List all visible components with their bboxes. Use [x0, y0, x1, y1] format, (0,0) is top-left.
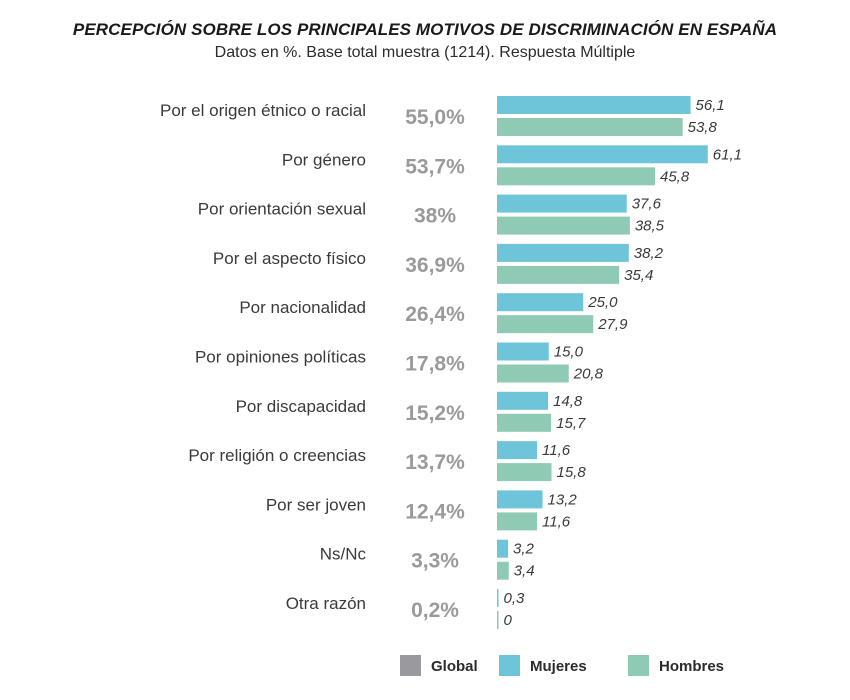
- global-value-label: 53,7%: [405, 155, 465, 178]
- bar-value-label: 15,7: [556, 415, 586, 432]
- global-value-label: 17,8%: [405, 353, 465, 376]
- category-label: Por nacionalidad: [239, 298, 366, 317]
- bar-mujeres: [497, 243, 629, 262]
- global-value-label: 26,4%: [405, 303, 465, 326]
- bar-value-label: 11,6: [542, 513, 571, 530]
- legend-swatch: [628, 655, 649, 676]
- bar-value-label: 0,3: [504, 590, 526, 607]
- legend-label: Global: [431, 658, 478, 675]
- bar-hombres: [497, 611, 499, 629]
- global-value-label: 0,2%: [411, 599, 459, 622]
- bar-value-label: 3,4: [514, 563, 535, 580]
- global-value-label: 38%: [414, 205, 456, 228]
- legend-swatch: [400, 655, 421, 676]
- bar-mujeres: [497, 441, 538, 460]
- chart-subtitle: Datos en %. Base total muestra (1214). R…: [214, 44, 636, 61]
- bar-mujeres: [497, 96, 691, 114]
- bar-value-label: 53,8: [688, 119, 718, 136]
- bar-hombres: [497, 167, 656, 186]
- bar-mujeres: [497, 391, 549, 410]
- global-value-label: 15,2%: [405, 402, 465, 425]
- bar-hombres: [497, 364, 569, 383]
- category-label: Por ser joven: [266, 495, 366, 514]
- bar-value-label: 38,2: [634, 245, 664, 262]
- bar-mujeres: [497, 194, 627, 213]
- bar-hombres: [497, 216, 630, 235]
- bar-mujeres: [497, 145, 708, 164]
- bar-mujeres: [497, 589, 499, 607]
- category-label: Por el origen étnico o racial: [160, 101, 366, 120]
- legend-label: Mujeres: [530, 658, 587, 675]
- bar-value-label: 37,6: [632, 196, 662, 213]
- global-value-label: 3,3%: [411, 550, 459, 573]
- legend-label: Hombres: [659, 658, 724, 675]
- bar-hombres: [497, 561, 509, 580]
- bar-value-label: 27,9: [597, 316, 628, 333]
- bar-value-label: 14,8: [553, 393, 583, 410]
- bar-value-label: 3,2: [513, 541, 535, 558]
- category-label: Por opiniones políticas: [195, 348, 366, 367]
- category-label: Por el aspecto físico: [213, 249, 366, 268]
- bar-mujeres: [497, 490, 543, 509]
- bar-hombres: [497, 315, 594, 334]
- bar-hombres: [497, 118, 683, 136]
- bar-value-label: 61,1: [713, 146, 742, 163]
- bar-value-label: 35,4: [624, 267, 653, 284]
- global-value-label: 55,0%: [405, 106, 465, 129]
- bar-value-label: 15,0: [554, 344, 584, 361]
- category-label: Otra razón: [286, 594, 366, 613]
- bar-value-label: 11,6: [542, 442, 571, 459]
- bar-value-label: 15,8: [557, 464, 587, 481]
- bar-value-label: 45,8: [660, 168, 690, 185]
- bar-value-label: 13,2: [548, 491, 578, 508]
- chart-title: PERCEPCIÓN SOBRE LOS PRINCIPALES MOTIVOS…: [72, 20, 778, 39]
- global-value-label: 12,4%: [405, 500, 465, 523]
- category-label: Por discapacidad: [236, 397, 366, 416]
- bar-value-label: 56,1: [696, 97, 725, 114]
- bar-mujeres: [497, 539, 509, 558]
- bar-hombres: [497, 413, 552, 432]
- legend-swatch: [499, 655, 520, 676]
- bar-hombres: [497, 265, 620, 284]
- bar-value-label: 0: [504, 612, 513, 629]
- global-value-label: 36,9%: [405, 254, 465, 277]
- global-value-label: 13,7%: [405, 451, 465, 474]
- bar-value-label: 38,5: [635, 218, 665, 235]
- bar-mujeres: [497, 293, 584, 312]
- bar-hombres: [497, 512, 538, 531]
- category-label: Ns/Nc: [320, 545, 367, 564]
- bar-hombres: [497, 463, 552, 482]
- category-label: Por género: [282, 150, 366, 169]
- category-label: Por orientación sexual: [198, 200, 366, 219]
- category-label: Por religión o creencias: [188, 446, 366, 465]
- bar-value-label: 25,0: [587, 294, 618, 311]
- bar-value-label: 20,8: [573, 366, 604, 383]
- bar-mujeres: [497, 342, 549, 361]
